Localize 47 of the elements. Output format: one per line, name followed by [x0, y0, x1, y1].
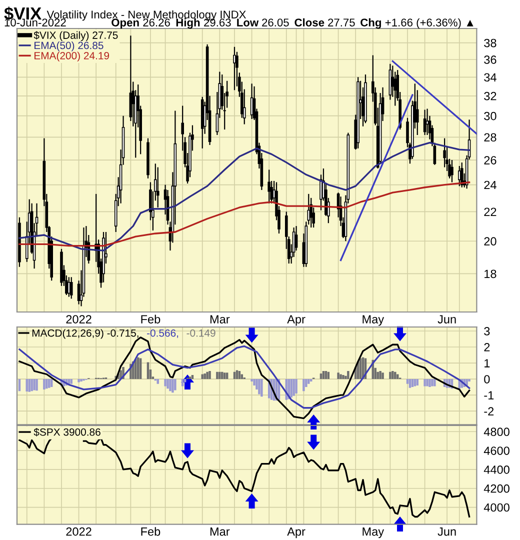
annotation: Chg +1.66 (+6.36%) ▲	[360, 18, 474, 29]
x-tick-label: Jun	[438, 528, 456, 536]
text: Close 27.75	[294, 18, 355, 26]
y-tick-label: 2	[484, 343, 490, 352]
y-tick-label: -1	[484, 391, 494, 400]
text: 10-Jun-2022	[4, 18, 66, 26]
text: -0.149	[186, 329, 216, 337]
x-tick-label: Apr	[287, 528, 306, 538]
y-tick-label: 30	[484, 112, 496, 120]
x-tick-label: Jun	[438, 315, 456, 324]
series-label: -0.566,	[147, 329, 178, 338]
legend-label: $VIX (Daily) 27.75	[34, 31, 118, 41]
y-tick-label: 28	[484, 133, 496, 142]
y-tick-label: 32	[484, 92, 496, 100]
x-tick-label: Mar	[210, 315, 230, 324]
y-tick-label: 4800	[484, 428, 510, 436]
legend-label: MACD(12,26,9) -0.715,	[32, 329, 138, 339]
x-tick-label: Apr	[287, 315, 306, 326]
x-tick-label: Feb	[141, 314, 160, 324]
y-tick-label: 36	[484, 56, 496, 64]
y-tick-label: 22	[484, 208, 496, 216]
y-tick-label: 3	[484, 327, 490, 336]
y-tick-label: 0	[484, 375, 490, 384]
y-tick-label: 4000	[484, 503, 510, 512]
y-tick-label: 4400	[484, 466, 510, 474]
y-tick-label: -2	[484, 407, 494, 416]
y-tick-label: 24	[484, 180, 496, 190]
chart-title: $VIX	[4, 6, 42, 21]
y-tick-label: 1	[484, 359, 490, 368]
x-tick-label: 2022	[66, 315, 92, 324]
legend-label: EMA(200) 24.19	[34, 52, 110, 62]
y-tick-label: 38	[484, 38, 496, 48]
text: Low 26.05	[237, 18, 289, 26]
y-tick-label: 4600	[484, 446, 510, 455]
x-tick-label: Mar	[210, 528, 230, 536]
x-tick-label: Feb	[141, 527, 160, 536]
annotation: Open 26.26	[112, 18, 170, 29]
y-tick-label: 20	[484, 237, 496, 246]
x-tick-label: May	[362, 315, 384, 326]
x-tick-label: 2022	[66, 527, 92, 536]
y-tick-label: 18	[484, 270, 496, 278]
legend-label: $SPX 3900.86	[34, 428, 100, 436]
y-tick-label: 34	[484, 73, 496, 82]
x-tick-label: May	[362, 528, 384, 538]
y-tick-label: 26	[484, 156, 496, 164]
legend-label: EMA(50) 26.85	[34, 42, 104, 52]
y-tick-label: 4200	[484, 484, 510, 493]
